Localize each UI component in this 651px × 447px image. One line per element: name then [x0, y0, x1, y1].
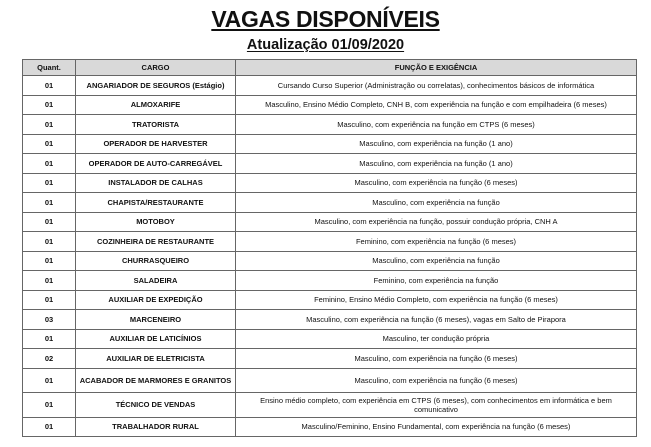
cargo-cell: MOTOBOY	[75, 211, 236, 232]
quant-cell: 01	[22, 114, 76, 135]
table-row: 03 MARCENEIRO Masculino, com experiência n…	[22, 309, 637, 330]
quant-cell: 01	[22, 250, 76, 271]
table-row: 01 INSTALADOR DE CALHAS Masculino, com exp…	[22, 172, 637, 193]
quant-cell: 01	[22, 153, 76, 174]
funcao-cell: Masculino, com experiência na função (1 …	[235, 133, 637, 154]
header-cargo: CARGO	[75, 59, 236, 76]
funcao-cell: Feminino, Ensino Médio Completo, com exp…	[235, 289, 637, 310]
quant-cell: 01	[22, 289, 76, 310]
funcao-cell: Masculino, com experiência na função (6 …	[235, 309, 637, 330]
header-quant: Quant.	[22, 59, 76, 76]
jobs-table: Quant. CARGO FUNÇÃO E EXIGÊNCIA 01 ANGARI…	[22, 59, 637, 437]
cargo-cell: AUXILIAR DE LATICÍNIOS	[75, 328, 236, 349]
cargo-cell: CHURRASQUEIRO	[75, 250, 236, 271]
table-row: 01 COZINHEIRA DE RESTAURANTE Feminino, com…	[22, 231, 637, 252]
cargo-cell: ACABADOR DE MARMORES E GRANITOS	[75, 367, 236, 393]
cargo-cell: AUXILIAR DE ELETRICISTA	[75, 348, 236, 369]
quant-cell: 01	[22, 211, 76, 232]
funcao-cell: Masculino, com experiência na função (1 …	[235, 153, 637, 174]
funcao-cell: Masculino, com experiência na função	[235, 192, 637, 213]
quant-cell: 01	[22, 172, 76, 193]
table-row: 01 TÉCNICO DE VENDAS Ensino médio completo…	[22, 392, 637, 418]
quant-cell: 01	[22, 392, 76, 418]
header-funcao: FUNÇÃO E EXIGÊNCIA	[235, 59, 637, 76]
cargo-cell: MARCENEIRO	[75, 309, 236, 330]
table-row: 02 AUXILIAR DE ELETRICISTA Masculino, com …	[22, 348, 637, 369]
funcao-cell: Cursando Curso Superior (Administração o…	[235, 75, 637, 96]
funcao-cell: Masculino, Ensino Médio Completo, CNH B,…	[235, 94, 637, 115]
table-header-row: Quant. CARGO FUNÇÃO E EXIGÊNCIA	[22, 59, 637, 76]
cargo-cell: OPERADOR DE HARVESTER	[75, 133, 236, 154]
funcao-cell: Masculino, com experiência na função (6 …	[235, 172, 637, 193]
page-title-text: VAGAS DISPONÍVEIS	[211, 6, 440, 32]
quant-cell: 03	[22, 309, 76, 330]
funcao-cell: Masculino, com experiência na função (6 …	[235, 348, 637, 369]
funcao-cell: Masculino, com experiência na função	[235, 250, 637, 271]
quant-cell: 01	[22, 94, 76, 115]
table-row: 01 OPERADOR DE HARVESTER Masculino, com ex…	[22, 133, 637, 154]
update-date: Atualização 01/09/2020	[0, 37, 651, 53]
cargo-cell: TRATORISTA	[75, 114, 236, 135]
cargo-cell: SALADEIRA	[75, 270, 236, 291]
cargo-cell: INSTALADOR DE CALHAS	[75, 172, 236, 193]
table-row: 01 SALADEIRA Feminino, com experiência na …	[22, 270, 637, 291]
cargo-cell: ANGARIADOR DE SEGUROS (Estágio)	[75, 75, 236, 96]
cargo-cell: ALMOXARIFE	[75, 94, 236, 115]
quant-cell: 01	[22, 231, 76, 252]
quant-cell: 01	[22, 270, 76, 291]
funcao-cell: Feminino, com experiência na função (6 m…	[235, 231, 637, 252]
funcao-cell: Feminino, com experiência na função	[235, 270, 637, 291]
funcao-cell: Masculino, com experiência na função em …	[235, 114, 637, 135]
table-row: 01 CHURRASQUEIRO Masculino, com experiênci…	[22, 250, 637, 271]
cargo-cell: TÉCNICO DE VENDAS	[75, 392, 236, 418]
table-row: 01 OPERADOR DE AUTO-CARREGÁVEL Masculino, …	[22, 153, 637, 174]
funcao-cell: Masculino, com experiência na função (6 …	[235, 367, 637, 393]
cargo-cell: COZINHEIRA DE RESTAURANTE	[75, 231, 236, 252]
quant-cell: 01	[22, 328, 76, 349]
cargo-cell: TRABALHADOR RURAL	[75, 416, 236, 437]
funcao-cell: Masculino/Feminino, Ensino Fundamental, …	[235, 416, 637, 437]
cargo-cell: OPERADOR DE AUTO-CARREGÁVEL	[75, 153, 236, 174]
funcao-cell: Masculino, ter condução própria	[235, 328, 637, 349]
quant-cell: 01	[22, 367, 76, 393]
quant-cell: 01	[22, 133, 76, 154]
cargo-cell: CHAPISTA/RESTAURANTE	[75, 192, 236, 213]
funcao-cell: Ensino médio completo, com experiência e…	[235, 392, 637, 418]
update-date-text: Atualização 01/09/2020	[246, 37, 405, 53]
table-row: 01 MOTOBOY Masculino, com experiência na f…	[22, 211, 637, 232]
table-row: 01 AUXILIAR DE LATICÍNIOS Masculino, ter c…	[22, 328, 637, 349]
table-row: 01 TRATORISTA Masculino, com experiência n…	[22, 114, 637, 135]
table-row: 01 ACABADOR DE MARMORES E GRANITOS Masculi…	[22, 367, 637, 393]
page-title: VAGAS DISPONÍVEIS	[0, 6, 651, 33]
table-row: 01 AUXILIAR DE EXPEDIÇÃO Feminino, Ensino …	[22, 289, 637, 310]
cargo-cell: AUXILIAR DE EXPEDIÇÃO	[75, 289, 236, 310]
funcao-cell: Masculino, com experiência na função, po…	[235, 211, 637, 232]
quant-cell: 01	[22, 75, 76, 96]
quant-cell: 01	[22, 416, 76, 437]
table-row: 01 TRABALHADOR RURAL Masculino/Feminino, E…	[22, 416, 637, 437]
quant-cell: 01	[22, 192, 76, 213]
quant-cell: 02	[22, 348, 76, 369]
table-row: 01 CHAPISTA/RESTAURANTE Masculino, com exp…	[22, 192, 637, 213]
table-row: 01 ALMOXARIFE Masculino, Ensino Médio Comp…	[22, 94, 637, 115]
table-row: 01 ANGARIADOR DE SEGUROS (Estágio) Cursand…	[22, 75, 637, 96]
